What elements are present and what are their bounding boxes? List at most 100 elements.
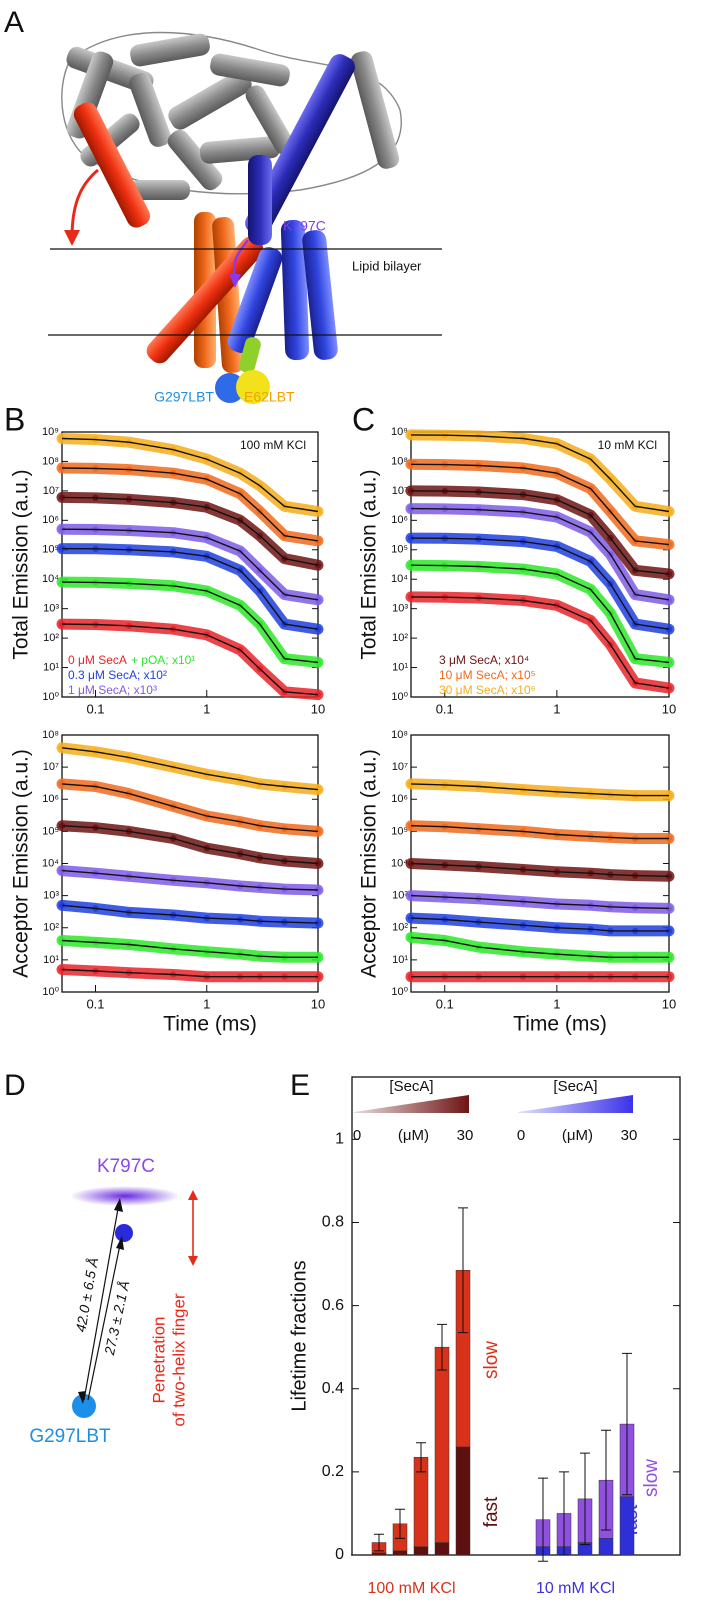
y-tick-label: 10⁹ bbox=[391, 426, 408, 438]
x-tick-label: 1 bbox=[553, 701, 560, 716]
y-tick-label: 10⁵ bbox=[42, 544, 59, 556]
y-tick-label: 10⁴ bbox=[42, 573, 59, 585]
bar bbox=[434, 1346, 450, 1543]
legend-label: 0 μM SecA bbox=[68, 653, 127, 667]
y-tick-label: 10⁸ bbox=[42, 455, 59, 467]
y-tick-label: 10⁷ bbox=[392, 761, 408, 773]
series-label: fast bbox=[481, 1496, 502, 1527]
fit-line bbox=[61, 547, 319, 630]
annotation: of two-helix finger bbox=[169, 1293, 188, 1427]
panel-label: B bbox=[4, 401, 25, 437]
fit-line bbox=[61, 747, 319, 791]
fit-line bbox=[61, 939, 318, 958]
y-tick-label: 10⁷ bbox=[43, 761, 59, 773]
error-bar bbox=[395, 1508, 405, 1539]
x-tick-label: 1 bbox=[553, 996, 560, 1011]
legend-label: 30 bbox=[457, 1127, 474, 1144]
data-point bbox=[407, 461, 415, 468]
residue-label: G297LBT bbox=[29, 1426, 111, 1447]
y-tick-label: 10² bbox=[392, 922, 408, 934]
fit-line bbox=[410, 490, 670, 575]
y-tick-label: 10² bbox=[43, 632, 59, 644]
protein-structure bbox=[48, 31, 442, 404]
legend-label: 10 μM SecA; x10⁵ bbox=[439, 668, 536, 682]
y-tick-label: 10⁶ bbox=[391, 793, 408, 805]
data-point bbox=[407, 914, 415, 922]
data-band bbox=[405, 931, 675, 963]
fit-line bbox=[410, 783, 669, 797]
y-tick-label: 10³ bbox=[392, 603, 408, 615]
legend-title: [SecA] bbox=[389, 1078, 433, 1095]
fit-line bbox=[61, 437, 319, 513]
x-tick-label: 1 bbox=[203, 996, 210, 1011]
distance-diagram bbox=[70, 1186, 198, 1418]
y-tick-label: 10² bbox=[43, 922, 59, 934]
y-tick-label: 10⁶ bbox=[42, 793, 59, 805]
fit-line bbox=[61, 496, 319, 566]
error-bar bbox=[559, 1471, 569, 1556]
fit-line bbox=[410, 596, 670, 689]
fit-line bbox=[61, 623, 319, 696]
data-point bbox=[407, 534, 415, 542]
panel-label: E bbox=[290, 1069, 310, 1102]
bar bbox=[598, 1538, 614, 1556]
error-bar bbox=[374, 1533, 384, 1552]
data-point bbox=[665, 570, 673, 578]
x-tick-label: 10 bbox=[311, 996, 325, 1011]
y-axis-title: Acceptor Emission (a.u.) bbox=[358, 749, 381, 978]
y-tick-label: 10¹ bbox=[43, 661, 59, 673]
fit-line bbox=[61, 968, 318, 978]
legend-title: [SecA] bbox=[553, 1078, 597, 1095]
y-tick-label: 10⁷ bbox=[392, 485, 408, 497]
y-tick-label: 10⁴ bbox=[42, 857, 59, 869]
legend-label: 0.3 μM SecA; x10² bbox=[68, 668, 167, 682]
data-point bbox=[665, 905, 673, 912]
series-label: slow bbox=[641, 1459, 662, 1497]
data-point bbox=[407, 487, 415, 495]
legend-label: 30 bbox=[621, 1127, 638, 1144]
legend-label: 0 bbox=[353, 1127, 361, 1144]
y-tick-label: 10⁴ bbox=[391, 857, 408, 869]
x-tick-label: 0.1 bbox=[86, 996, 104, 1011]
fit-line bbox=[61, 783, 319, 833]
y-tick-label: 0 bbox=[335, 1546, 344, 1563]
annotation: 100 mM KCl bbox=[240, 438, 306, 452]
annotation: 10 mM KCl bbox=[598, 438, 657, 452]
fit-line bbox=[410, 463, 670, 546]
y-axis-title: Lifetime fractions bbox=[288, 1260, 310, 1411]
bar bbox=[371, 1552, 387, 1556]
legend-label: (μM) bbox=[398, 1127, 429, 1144]
fit-line bbox=[410, 917, 669, 932]
data-point bbox=[407, 561, 415, 569]
x-tick-label: 0.1 bbox=[86, 701, 104, 716]
data-point bbox=[58, 578, 66, 586]
data-point bbox=[314, 596, 322, 604]
legend-label: (μM) bbox=[562, 1127, 593, 1144]
x-tick-label: 10 bbox=[311, 701, 325, 716]
y-tick-label: 0.6 bbox=[322, 1297, 344, 1314]
panel-label: C bbox=[352, 401, 375, 437]
annotation: Penetration bbox=[149, 1317, 168, 1404]
legend-label: 3 μM SecA; x10⁴ bbox=[439, 653, 529, 667]
error-bar bbox=[538, 1477, 548, 1562]
fit-line bbox=[61, 825, 319, 865]
membrane-label: Lipid bilayer bbox=[352, 258, 422, 273]
y-tick-label: 10⁷ bbox=[43, 485, 59, 497]
y-tick-label: 10⁸ bbox=[391, 455, 408, 467]
y-tick-label: 10¹ bbox=[392, 661, 408, 673]
y-tick-label: 10⁰ bbox=[42, 691, 59, 703]
y-tick-label: 1 bbox=[335, 1131, 344, 1148]
y-tick-label: 10⁴ bbox=[391, 573, 408, 585]
residue-label: G297LBT bbox=[154, 389, 214, 405]
y-tick-label: 10¹ bbox=[43, 954, 59, 966]
data-point bbox=[58, 620, 66, 628]
residue-label: E62LBT bbox=[244, 389, 295, 405]
fit-line bbox=[410, 537, 670, 630]
error-bar bbox=[580, 1452, 590, 1546]
data-point bbox=[58, 464, 66, 472]
error-bar bbox=[416, 1442, 426, 1473]
group-label: 100 mM KCl bbox=[367, 1580, 455, 1597]
fit-line bbox=[410, 434, 670, 513]
fit-line bbox=[61, 904, 319, 924]
data-point bbox=[407, 431, 415, 439]
